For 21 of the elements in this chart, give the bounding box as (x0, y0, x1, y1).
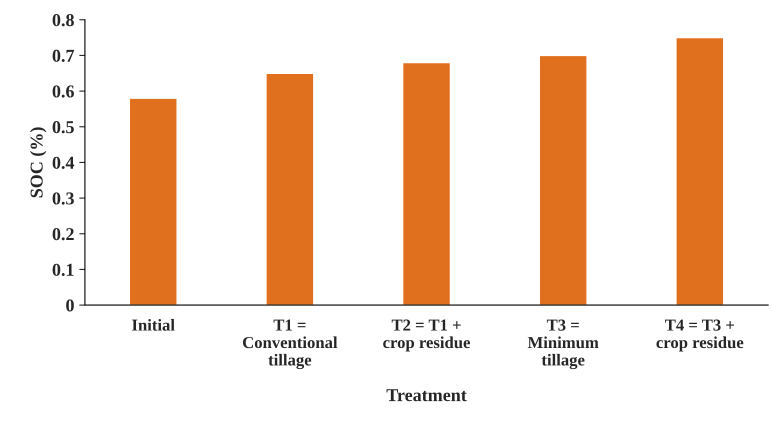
x-tick-label: T1 = Conventional tillage (243, 320, 338, 370)
y-tick-label: 0.8 (52, 14, 74, 26)
y-tick-label: 0.6 (52, 85, 74, 98)
x-tick-label: T4 = T3 + crop residue (656, 320, 744, 352)
y-tick-label: 0.2 (52, 228, 74, 240)
y-tick-label: 0.4 (52, 156, 74, 169)
y-tick-label: 0 (66, 299, 74, 312)
bar (675, 36, 724, 306)
bar (265, 72, 314, 306)
y-axis-title: SOC (%) (30, 127, 46, 198)
y-tick-label: 0.5 (52, 121, 74, 134)
x-tick-label: T2 = T1 + crop residue (383, 320, 470, 352)
bar (402, 62, 452, 306)
bar (538, 54, 588, 306)
bar (128, 98, 178, 306)
y-tick-label: 0.1 (52, 264, 74, 276)
y-tick-label: 0.7 (52, 50, 74, 62)
x-axis-title: Treatment (386, 389, 467, 402)
y-tick-label: 0.3 (52, 192, 74, 205)
x-tick-label: T3 = Minimum tillage (528, 320, 599, 370)
x-tick-label: Initial (132, 318, 175, 331)
